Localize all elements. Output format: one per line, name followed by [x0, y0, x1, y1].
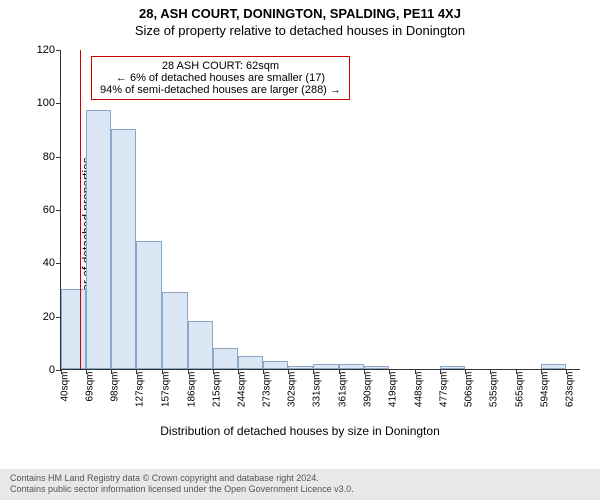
- x-tick-label: 98sqm: [110, 372, 121, 402]
- y-tick: [56, 263, 61, 264]
- x-tick-label: 361sqm: [338, 372, 349, 408]
- histogram-bar: [440, 366, 465, 369]
- y-tick-label: 60: [27, 204, 55, 216]
- x-tick-label: 302sqm: [287, 372, 298, 408]
- x-tick-label: 157sqm: [161, 372, 172, 408]
- histogram-bar: [541, 364, 566, 369]
- x-tick-label: 40sqm: [60, 372, 71, 402]
- y-tick: [56, 157, 61, 158]
- footer-line-2: Contains public sector information licen…: [10, 484, 590, 496]
- x-axis-label: Distribution of detached houses by size …: [0, 424, 600, 438]
- page-subtitle: Size of property relative to detached ho…: [0, 21, 600, 38]
- histogram-bar: [313, 364, 339, 369]
- x-tick-label: 506sqm: [463, 372, 474, 408]
- y-tick-label: 40: [27, 257, 55, 269]
- histogram-bar: [111, 129, 136, 369]
- plot-area: 28 ASH COURT: 62sqm ← 6% of detached hou…: [60, 50, 580, 370]
- y-tick: [56, 50, 61, 51]
- x-tick-label: 448sqm: [413, 372, 424, 408]
- page-title: 28, ASH COURT, DONINGTON, SPALDING, PE11…: [0, 0, 600, 21]
- info-box: 28 ASH COURT: 62sqm ← 6% of detached hou…: [91, 56, 350, 100]
- footer-line-1: Contains HM Land Registry data © Crown c…: [10, 473, 590, 485]
- x-tick-label: 565sqm: [515, 372, 526, 408]
- y-tick-label: 120: [27, 44, 55, 56]
- histogram-bar: [364, 366, 389, 369]
- histogram-bar: [136, 241, 162, 369]
- info-line-1: 28 ASH COURT: 62sqm: [100, 60, 341, 72]
- marker-line: [80, 50, 81, 369]
- y-tick: [56, 103, 61, 104]
- histogram-bar: [213, 348, 238, 369]
- x-tick-label: 535sqm: [489, 372, 500, 408]
- info-line-2: ← 6% of detached houses are smaller (17): [100, 72, 341, 84]
- x-tick-label: 244sqm: [236, 372, 247, 408]
- x-tick-label: 594sqm: [540, 372, 551, 408]
- x-tick-label: 331sqm: [312, 372, 323, 408]
- histogram-bar: [339, 364, 364, 369]
- histogram-bar: [162, 292, 187, 369]
- x-tick-label: 215sqm: [211, 372, 222, 408]
- x-tick-label: 477sqm: [438, 372, 449, 408]
- y-tick-label: 100: [27, 97, 55, 109]
- x-tick-label: 273sqm: [261, 372, 272, 408]
- x-tick-label: 623sqm: [565, 372, 576, 408]
- y-tick: [56, 210, 61, 211]
- y-tick-label: 80: [27, 151, 55, 163]
- histogram-bar: [188, 321, 213, 369]
- x-tick-label: 69sqm: [85, 372, 96, 402]
- footer: Contains HM Land Registry data © Crown c…: [0, 469, 600, 500]
- info-line-3: 94% of semi-detached houses are larger (…: [100, 84, 341, 96]
- x-tick-label: 419sqm: [388, 372, 399, 408]
- histogram-bar: [263, 361, 288, 369]
- histogram-bar: [288, 366, 313, 369]
- x-tick-label: 390sqm: [363, 372, 374, 408]
- histogram-bar: [61, 289, 86, 369]
- y-tick-label: 20: [27, 311, 55, 323]
- y-tick-label: 0: [27, 364, 55, 376]
- x-tick-label: 186sqm: [186, 372, 197, 408]
- histogram-bar: [86, 110, 111, 369]
- x-tick-label: 127sqm: [135, 372, 146, 408]
- histogram-bar: [238, 356, 263, 369]
- histogram-chart: Number of detached properties 28 ASH COU…: [0, 40, 600, 440]
